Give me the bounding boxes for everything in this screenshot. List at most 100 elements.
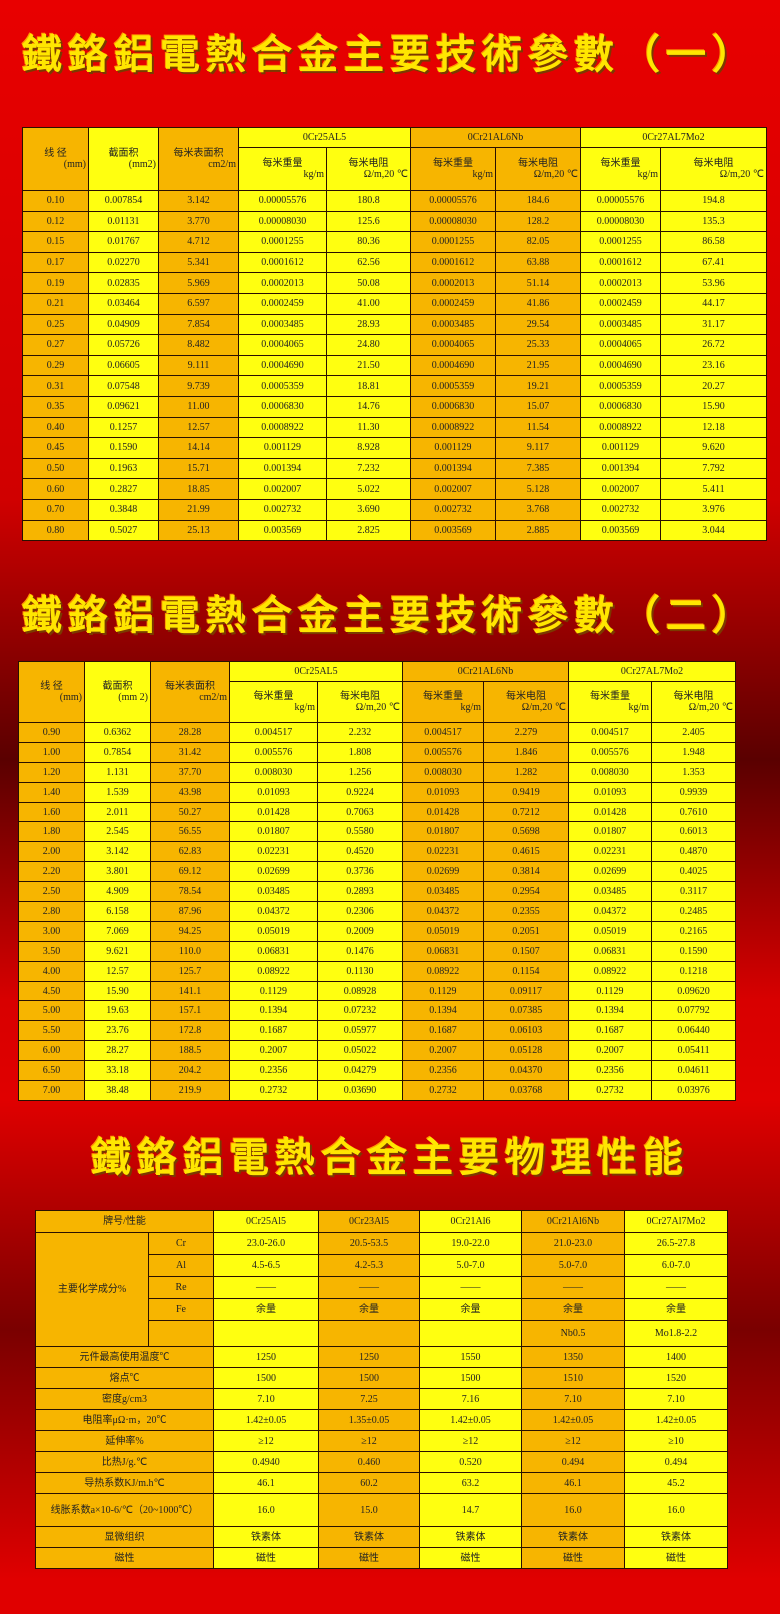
table-cell: 0.0002459 bbox=[580, 292, 661, 315]
table-cell: 28.27 bbox=[84, 1040, 151, 1062]
table-cell: 0.4940 bbox=[213, 1451, 319, 1473]
table-row: 0.31 0.07548 9.739 0.0005359 18.81 0.0005359 1… bbox=[22, 375, 768, 397]
table-cell: 余量 bbox=[624, 1298, 728, 1321]
header-label: 线 径 bbox=[44, 148, 67, 159]
table-cell: 0.05726 bbox=[88, 334, 159, 356]
header-unit: Ω/m,20 ℃ bbox=[355, 702, 400, 713]
table-cell: 41.00 bbox=[326, 292, 411, 315]
property-label: 熔点℃ bbox=[35, 1367, 214, 1389]
table-cell: 0.0002459 bbox=[238, 292, 327, 315]
table-cell: 1.353 bbox=[650, 761, 737, 783]
header-weight: 每米重量 kg/m bbox=[229, 681, 318, 723]
table-cell: 38.48 bbox=[84, 1080, 151, 1101]
table-cell: —— bbox=[521, 1276, 625, 1299]
header-surface: 每米表面积 cm2/m bbox=[150, 661, 230, 723]
table-cell: 0.1129 bbox=[568, 980, 652, 1002]
table-cell: 56.55 bbox=[150, 821, 230, 843]
table-cell: 1.282 bbox=[483, 761, 569, 783]
header-unit: kg/m bbox=[637, 169, 658, 180]
table-cell: 0.0004690 bbox=[410, 354, 496, 377]
title-2: 鐵鉻鋁電熱合金主要技術參數（二） bbox=[22, 592, 758, 639]
table-cell: 4.712 bbox=[158, 231, 239, 253]
table-cell: 0.2356 bbox=[402, 1060, 484, 1082]
table-cell: 磁性 bbox=[318, 1547, 420, 1569]
table-cell: 15.07 bbox=[495, 395, 581, 418]
table-cell: 6.00 bbox=[18, 1040, 85, 1062]
table-cell: 0.1687 bbox=[402, 1020, 484, 1042]
table-cell: 6.158 bbox=[84, 901, 151, 922]
table-cell: 15.0 bbox=[318, 1493, 420, 1527]
header-grade: 0Cr21Al6Nb bbox=[521, 1210, 625, 1233]
table-cell: 0.7063 bbox=[317, 801, 403, 823]
property-row: 熔点℃ 1500 1500 1500 1510 1520 bbox=[35, 1367, 728, 1389]
table-cell: 0.90 bbox=[18, 722, 85, 743]
table-row: 0.21 0.03464 6.597 0.0002459 41.00 0.0002459 4… bbox=[22, 292, 768, 315]
table-cell: 0.02699 bbox=[229, 861, 318, 883]
table-cell: 0.00008030 bbox=[410, 210, 496, 233]
table-cell: —— bbox=[419, 1276, 522, 1299]
table-row: 0.17 0.02270 5.341 0.0001612 62.56 0.0001612 6… bbox=[22, 251, 768, 274]
table-cell: 0.01767 bbox=[88, 231, 159, 253]
header-grade-label: 牌号/性能 bbox=[35, 1210, 214, 1233]
table-cell: 0.002007 bbox=[580, 478, 661, 500]
table-cell: 0.02231 bbox=[229, 841, 318, 863]
property-row: 密度g/cm3 7.10 7.25 7.16 7.10 7.10 bbox=[35, 1388, 728, 1410]
table-cell: 219.9 bbox=[150, 1080, 230, 1101]
table-cell: 0.05019 bbox=[402, 920, 484, 942]
table-cell: 5.341 bbox=[158, 251, 239, 274]
table-cell: 62.83 bbox=[150, 841, 230, 863]
table-cell: 67.41 bbox=[659, 251, 768, 274]
table-cell: 0.03485 bbox=[402, 881, 484, 903]
property-row: 显微组织 铁素体 铁素体 铁素体 铁素体 铁素体 bbox=[35, 1526, 728, 1548]
table-cell: 0.1590 bbox=[650, 940, 737, 962]
property-row: 导热系数KJ/m.h℃ 46.1 60.2 63.2 46.1 45.2 bbox=[35, 1472, 728, 1494]
table-cell: 5.128 bbox=[495, 478, 581, 500]
table-cell: 6.597 bbox=[158, 292, 239, 315]
table-cell: 0.01093 bbox=[568, 781, 652, 803]
table-cell: 0.08922 bbox=[229, 960, 318, 982]
table-cell: 43.98 bbox=[150, 781, 230, 803]
table-cell: 7.16 bbox=[419, 1388, 522, 1410]
table-cell: 21.95 bbox=[495, 354, 581, 377]
header-grade: 0Cr25AL5 bbox=[238, 127, 411, 148]
table-row: 0.35 0.09621 11.00 0.0006830 14.76 0.0006830 1… bbox=[22, 395, 768, 418]
table-cell: 0.0008922 bbox=[238, 416, 327, 439]
table-cell: 0.40 bbox=[22, 416, 89, 439]
table-cell: 9.620 bbox=[659, 437, 768, 459]
table-cell: 50.08 bbox=[326, 272, 411, 294]
header-grade: 0Cr23Al5 bbox=[318, 1210, 420, 1233]
table-cell: 0.06440 bbox=[650, 1020, 737, 1042]
table-cell: 0.002007 bbox=[238, 478, 327, 500]
table-cell: 7.10 bbox=[521, 1388, 625, 1410]
header-label: 每米重量 bbox=[600, 158, 641, 169]
table-cell: 0.7854 bbox=[84, 741, 151, 763]
table-cell: 3.044 bbox=[659, 519, 768, 542]
header-unit: cm2/m bbox=[208, 159, 236, 170]
table-cell: 1.42±0.05 bbox=[419, 1409, 522, 1431]
table-cell: 94.25 bbox=[150, 920, 230, 942]
header-area: 截面积 (mm 2) bbox=[84, 661, 151, 723]
table-cell: 余量 bbox=[213, 1298, 319, 1321]
table-cell: 2.825 bbox=[326, 519, 411, 542]
header-label: 每米表面积 bbox=[173, 148, 224, 159]
table-cell: 0.01131 bbox=[88, 210, 159, 233]
table-cell: 78.54 bbox=[150, 881, 230, 903]
table-cell: 0.001394 bbox=[410, 457, 496, 480]
table-cell: 0.1476 bbox=[317, 940, 403, 962]
property-row: 电阻率μΩ·m，20℃ 1.42±0.05 1.35±0.05 1.42±0.05 1.… bbox=[35, 1409, 728, 1431]
table-cell: 0.03464 bbox=[88, 292, 159, 315]
table-cell bbox=[419, 1320, 522, 1347]
table-cell: 0.9419 bbox=[483, 781, 569, 803]
table-cell: 0.0001612 bbox=[238, 251, 327, 274]
table-cell: 0.0008922 bbox=[410, 416, 496, 439]
table-cell: ≥12 bbox=[419, 1430, 522, 1452]
table-cell: 0.0003485 bbox=[410, 313, 496, 336]
table-cell: 2.50 bbox=[18, 881, 85, 903]
table-row: 3.00 7.069 94.25 0.05019 0.2009 0.05019 0.2051… bbox=[18, 920, 737, 942]
table-cell: 0.2007 bbox=[402, 1040, 484, 1062]
table-cell: 82.05 bbox=[495, 231, 581, 253]
table-cell: 125.6 bbox=[326, 210, 411, 233]
table-cell: 0.3736 bbox=[317, 861, 403, 883]
table-cell: 3.801 bbox=[84, 861, 151, 883]
table-cell: 2.232 bbox=[317, 722, 403, 743]
